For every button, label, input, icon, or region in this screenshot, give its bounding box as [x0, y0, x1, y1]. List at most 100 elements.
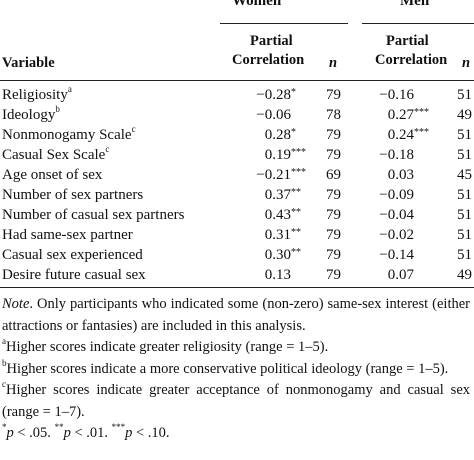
men-corr-value: −0.18 [379, 147, 414, 163]
row-variable: Casual Sex Scalec [2, 144, 110, 164]
men-partial-correlation: −0.16 [379, 87, 436, 104]
row-variable: Number of casual sex partners [2, 207, 184, 224]
men-partial-correlation: −0.14 [379, 247, 436, 264]
women-n-value: 78 [326, 107, 341, 123]
men-n-value: 49 [457, 107, 472, 123]
note-general: Note. Only participants who indicated so… [2, 294, 470, 337]
variable-label: Casual sex experienced [2, 247, 143, 263]
women-significance: ** [291, 227, 301, 238]
women-corr-value: −0.28 [256, 87, 291, 103]
note-significance: *p < .05. **p < .01. ***p < .10. [2, 423, 470, 445]
women-n-value: 79 [326, 227, 341, 243]
men-corr-value: −0.16 [379, 87, 414, 103]
table-row: Had same-sex partner 0.31** 79 −0.02 51 [0, 227, 474, 247]
header-women-partial: Partial [250, 33, 293, 49]
sig-3-sym: *** [111, 422, 126, 433]
men-n-value: 49 [457, 267, 472, 283]
men-partial-correlation: 0.24*** [388, 127, 436, 144]
men-corr-value: 0.24 [387, 127, 414, 143]
men-partial-correlation: 0.03 [388, 167, 436, 184]
women-significance: ** [291, 247, 301, 258]
men-partial-correlation: −0.02 [379, 227, 436, 244]
row-variable: Ideologyb [2, 104, 60, 124]
sig-2-sym: ** [54, 422, 64, 433]
variable-label: Ideology [2, 107, 56, 123]
header-men-n: n [462, 55, 471, 71]
sig-2-val: < .01. [70, 425, 112, 441]
men-partial-correlation: −0.04 [379, 207, 436, 224]
women-n-value: 79 [326, 207, 341, 223]
note-text: . Only participants who indicated some (… [2, 296, 470, 334]
variable-footnote-mark: b [55, 104, 60, 114]
note-b: bHigher scores indicate a more conservat… [2, 357, 470, 381]
table-row: Casual Sex Scalec 0.19*** 79 −0.18 51 [0, 144, 474, 167]
men-n-value: 45 [457, 167, 472, 183]
table-row: Casual sex experienced 0.30** 79 −0.14 51 [0, 247, 474, 267]
women-partial-correlation: 0.19*** [265, 147, 313, 164]
men-n-value: 51 [457, 247, 472, 263]
header-women-n: n [329, 55, 338, 71]
note-a: aHigher scores indicate greater religios… [2, 337, 470, 359]
men-corr-value: 0.03 [387, 167, 414, 183]
women-partial-correlation: −0.28* [256, 87, 313, 104]
variable-footnote-mark: c [131, 124, 136, 134]
women-significance: * [291, 87, 296, 98]
header-bottom-rule [0, 80, 474, 81]
men-corr-value: −0.02 [379, 227, 414, 243]
variable-label: Desire future casual sex [2, 267, 146, 283]
men-span-rule [362, 23, 474, 24]
men-n-value: 51 [457, 207, 472, 223]
women-partial-correlation: 0.13 [265, 267, 313, 284]
men-significance: *** [414, 107, 429, 118]
variable-label: Casual Sex Scale [2, 147, 106, 163]
note-c-text: Higher scores indicate greater acceptanc… [2, 382, 470, 420]
men-corr-value: 0.07 [387, 267, 414, 283]
men-n-value: 51 [457, 87, 472, 103]
row-variable: Nonmonogamy Scalec [2, 124, 136, 144]
men-significance: *** [414, 127, 429, 138]
women-n-value: 79 [326, 267, 341, 283]
note-label: Note [2, 296, 30, 312]
table-row: Ideologyb −0.06 78 0.27*** 49 [0, 104, 474, 127]
women-n-value: 79 [326, 147, 341, 163]
variable-footnote-mark: a [67, 84, 72, 94]
men-partial-correlation: 0.07 [388, 267, 436, 284]
women-corr-value: 0.37 [264, 187, 291, 203]
women-partial-correlation: 0.37** [265, 187, 313, 204]
variable-label: Number of sex partners [2, 187, 144, 203]
table-notes: Note. Only participants who indicated so… [2, 294, 470, 445]
men-n-value: 51 [457, 127, 472, 143]
men-n-value: 51 [457, 187, 472, 203]
sig-1-val: < .05. [13, 425, 55, 441]
header-women: Women [232, 0, 282, 9]
women-corr-value: −0.06 [256, 107, 291, 123]
row-variable: Had same-sex partner [2, 227, 133, 244]
variable-footnote-mark: c [105, 144, 110, 154]
header-men: Men [400, 0, 430, 9]
men-n-value: 51 [457, 147, 472, 163]
sig-2-p: p [63, 425, 71, 441]
note-c-sup: c [2, 379, 6, 390]
men-n-value: 51 [457, 227, 472, 243]
header-men-partial: Partial [386, 33, 429, 49]
women-significance: ** [291, 207, 301, 218]
men-partial-correlation: 0.27*** [388, 107, 436, 124]
women-partial-correlation: 0.43** [265, 207, 313, 224]
women-corr-value: 0.43 [264, 207, 291, 223]
note-b-text: Higher scores indicate a more conservati… [6, 360, 449, 377]
men-corr-value: 0.27 [387, 107, 414, 123]
men-partial-correlation: −0.09 [379, 187, 436, 204]
men-corr-value: −0.09 [379, 187, 414, 203]
sig-1-p: p [6, 425, 14, 441]
women-corr-value: 0.13 [264, 267, 291, 283]
sig-1-sym: * [2, 422, 7, 433]
table-row: Age onset of sex −0.21*** 69 0.03 45 [0, 167, 474, 187]
women-n-value: 69 [326, 167, 341, 183]
sig-3-val: < .10. [132, 425, 170, 441]
note-b-sup: b [2, 357, 7, 368]
note-a-sup: a [2, 336, 6, 347]
table-row: Number of casual sex partners 0.43** 79 −0.… [0, 207, 474, 227]
women-corr-value: 0.31 [264, 227, 291, 243]
women-corr-value: 0.30 [264, 247, 291, 263]
table-row: Number of sex partners 0.37** 79 −0.09 51 [0, 187, 474, 207]
